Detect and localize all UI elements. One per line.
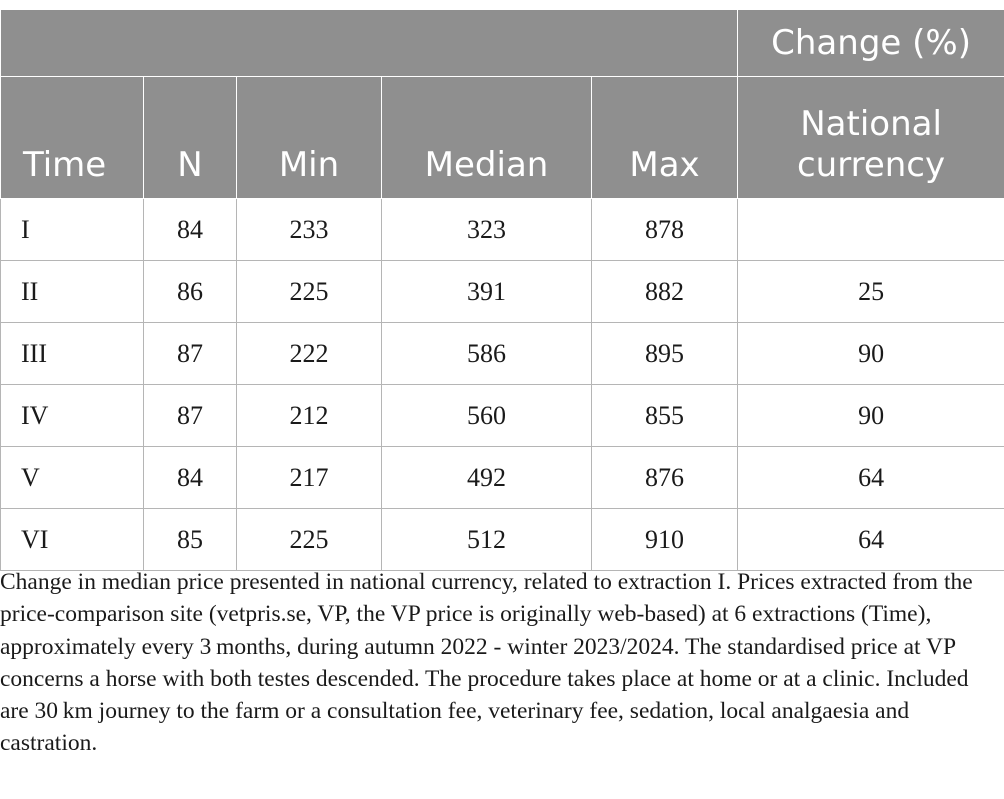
cell-change: 25	[737, 260, 1004, 323]
cell-change: 64	[737, 508, 1004, 571]
cell-n: 84	[143, 198, 237, 261]
cell-change: 90	[737, 322, 1004, 385]
cell-max: 882	[590, 260, 739, 323]
price-table: Change (%) Time N Min Median Max Nationa…	[0, 9, 1004, 571]
cell-min: 217	[236, 446, 382, 509]
header-national-line1: National	[800, 104, 942, 144]
table-header: Change (%) Time N Min Median Max Nationa…	[0, 9, 1004, 199]
cell-min: 233	[236, 198, 382, 261]
cell-change	[737, 198, 1004, 261]
header-group-row: Change (%)	[0, 9, 1004, 77]
header-change-group: Change (%)	[737, 9, 1004, 77]
cell-min: 222	[236, 322, 382, 385]
header-national-currency: National currency	[737, 76, 1004, 199]
cell-n: 84	[143, 446, 237, 509]
header-max: Max	[590, 76, 739, 199]
table-row: IV 87 212 560 855 90	[0, 384, 1004, 447]
cell-time: IV	[0, 384, 144, 447]
cell-max: 895	[590, 322, 739, 385]
header-columns-row: Time N Min Median Max National currency	[0, 76, 1004, 199]
cell-min: 225	[236, 508, 382, 571]
table-body: I 84 233 323 878 II 86 225 391 882 25 II…	[0, 198, 1004, 571]
header-min: Min	[236, 76, 382, 199]
table-row: II 86 225 391 882 25	[0, 260, 1004, 323]
cell-median: 586	[381, 322, 592, 385]
cell-n: 87	[143, 384, 237, 447]
cell-time: I	[0, 198, 144, 261]
cell-n: 85	[143, 508, 237, 571]
cell-max: 910	[590, 508, 739, 571]
table-row: V 84 217 492 876 64	[0, 446, 1004, 509]
cell-median: 323	[381, 198, 592, 261]
cell-max: 876	[590, 446, 739, 509]
table-row: VI 85 225 512 910 64	[0, 508, 1004, 571]
header-median: Median	[381, 76, 592, 199]
cell-median: 391	[381, 260, 592, 323]
cell-time: V	[0, 446, 144, 509]
cell-max: 855	[590, 384, 739, 447]
table-row: I 84 233 323 878	[0, 198, 1004, 261]
table-caption: Change in median price presented in nati…	[0, 569, 973, 757]
header-time: Time	[0, 76, 144, 199]
cell-median: 492	[381, 446, 592, 509]
cell-change: 90	[737, 384, 1004, 447]
cell-median: 560	[381, 384, 592, 447]
header-national-line2: currency	[796, 145, 946, 185]
cell-time: II	[0, 260, 144, 323]
cell-min: 225	[236, 260, 382, 323]
table-row: III 87 222 586 895 90	[0, 322, 1004, 385]
cell-median: 512	[381, 508, 592, 571]
cell-max: 878	[590, 198, 739, 261]
cell-n: 87	[143, 322, 237, 385]
header-n: N	[143, 76, 237, 199]
cell-change: 64	[737, 446, 1004, 509]
cell-time: III	[0, 322, 144, 385]
cell-n: 86	[143, 260, 237, 323]
header-blank-cell	[0, 9, 739, 77]
cell-min: 212	[236, 384, 382, 447]
cell-time: VI	[0, 508, 144, 571]
